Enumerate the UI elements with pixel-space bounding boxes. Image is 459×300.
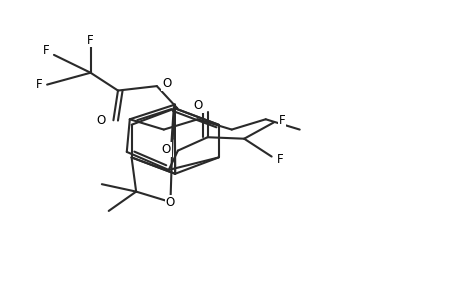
Text: F: F: [42, 44, 49, 57]
Text: F: F: [87, 34, 94, 46]
Text: F: F: [278, 114, 285, 128]
Text: O: O: [96, 114, 105, 127]
Text: O: O: [162, 76, 171, 90]
Text: O: O: [162, 142, 171, 156]
Text: F: F: [276, 153, 283, 166]
Text: F: F: [35, 78, 42, 91]
Text: O: O: [165, 196, 175, 208]
Text: O: O: [193, 99, 203, 112]
